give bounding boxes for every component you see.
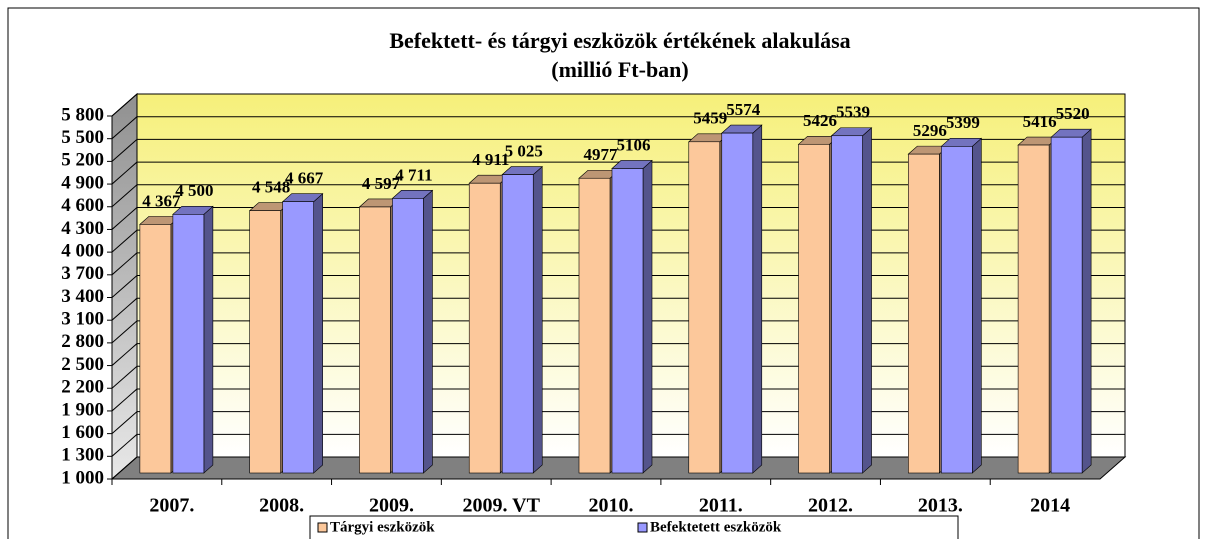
bar-side <box>423 189 433 474</box>
y-tick-label: 1 600 <box>61 422 104 443</box>
y-tick-label: 5 800 <box>61 104 104 125</box>
bar <box>249 210 281 474</box>
grid-line <box>111 343 138 366</box>
y-tick-label: 4 000 <box>61 240 104 261</box>
value-label: 5574 <box>726 100 761 119</box>
y-tick-label: 3 100 <box>61 309 104 330</box>
bar <box>1017 144 1050 474</box>
bar <box>501 174 534 474</box>
grid-line <box>111 411 138 435</box>
bar-side <box>532 165 543 474</box>
y-tick-label: 5 500 <box>61 127 104 148</box>
grid-line <box>111 388 138 412</box>
x-tick-label: 2009. <box>369 495 414 517</box>
bar <box>282 201 314 474</box>
grid-line <box>111 320 138 344</box>
x-tick-label: 2010. <box>589 495 634 517</box>
bar <box>172 214 205 474</box>
bar-side <box>203 205 214 474</box>
value-label: 4 911 <box>472 150 509 169</box>
grid-line <box>111 433 138 457</box>
value-label: 4 711 <box>395 165 432 184</box>
y-tick-label: 3 700 <box>61 263 104 284</box>
value-label: 5399 <box>946 113 980 132</box>
bar <box>1050 136 1083 474</box>
y-tick-label: 2 500 <box>61 354 104 375</box>
grid-line <box>111 252 138 276</box>
value-label: 5296 <box>913 121 947 140</box>
bar <box>359 206 391 474</box>
grid-line <box>111 207 138 230</box>
bar <box>139 224 172 474</box>
value-label: 5416 <box>1023 112 1057 131</box>
bar <box>392 198 424 474</box>
grid-line <box>111 184 138 208</box>
value-label: 4 500 <box>175 181 213 200</box>
legend-label: Befektetett eszközök <box>650 519 782 535</box>
bar-side <box>642 159 653 474</box>
x-tick-label: 2012. <box>808 495 853 517</box>
y-tick-label: 2 800 <box>61 331 104 352</box>
x-tick-label: 2009. VT <box>463 495 541 517</box>
value-label: 5 025 <box>505 142 543 161</box>
y-tick-label: 2 200 <box>61 377 104 398</box>
y-tick-label: 5 200 <box>61 150 104 171</box>
bar <box>721 132 754 474</box>
value-label: 5520 <box>1056 104 1090 123</box>
chart-subtitle: (millió Ft-ban) <box>551 57 689 82</box>
bar <box>468 182 501 474</box>
y-tick-label: 4 900 <box>61 172 104 193</box>
legend-swatch <box>637 522 648 533</box>
bar <box>798 143 830 474</box>
legend <box>309 515 959 539</box>
x-tick-label: 2013. <box>918 495 963 517</box>
grid-line <box>111 297 138 321</box>
y-tick-label: 1 900 <box>61 399 104 420</box>
y-tick-label: 1 000 <box>61 467 104 488</box>
x-tick-label: 2014 <box>1030 495 1070 517</box>
legend-label: Tárgyi eszközök <box>330 519 435 535</box>
grid-line <box>111 229 138 253</box>
value-label: 5106 <box>617 135 651 154</box>
y-tick-label: 1 300 <box>61 445 104 466</box>
grid-line <box>111 161 138 185</box>
bar <box>688 141 721 474</box>
x-tick-label: 2007. <box>149 495 194 517</box>
value-label: 4 548 <box>252 178 290 197</box>
value-label: 4 597 <box>362 174 401 193</box>
bar <box>941 146 973 474</box>
value-label: 4 667 <box>285 169 324 188</box>
bar-side <box>313 193 323 474</box>
value-label: 5459 <box>693 109 727 128</box>
y-tick-label: 4 300 <box>61 218 104 239</box>
grid-line <box>111 275 138 298</box>
grid-line <box>111 93 138 117</box>
bar-side <box>1081 128 1092 474</box>
y-tick-label: 3 400 <box>61 286 104 307</box>
chart-title: Befektett- és tárgyi eszközök értékének … <box>389 28 850 53</box>
bar-side <box>862 127 872 474</box>
grid-line <box>111 365 138 389</box>
bar-side <box>752 124 763 474</box>
legend-swatch <box>317 522 328 533</box>
y-tick-label: 4 600 <box>61 195 104 216</box>
frame <box>7 7 1200 539</box>
bar-side <box>972 137 982 474</box>
value-label: 4 367 <box>142 191 181 210</box>
bar <box>611 168 644 474</box>
value-label: 5539 <box>836 103 870 122</box>
bar <box>908 153 940 474</box>
value-label: 5426 <box>803 111 837 130</box>
bar <box>831 135 863 474</box>
grid-line <box>111 116 138 140</box>
value-label: 4977 <box>584 145 619 164</box>
bar <box>578 177 611 474</box>
x-tick-label: 2008. <box>259 495 304 517</box>
x-tick-label: 2011. <box>699 495 743 517</box>
grid-line <box>111 456 138 480</box>
grid-line <box>111 138 138 162</box>
